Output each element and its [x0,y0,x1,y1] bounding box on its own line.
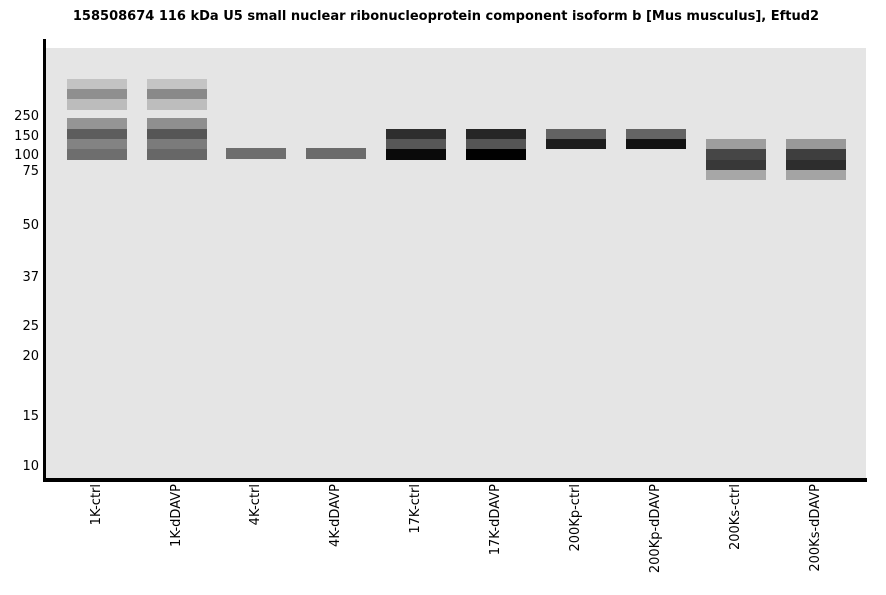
gel-band [226,148,286,160]
gel-band [466,139,526,150]
y-tick-label: 10 [22,458,39,474]
gel-band [546,139,606,150]
gel-band [786,149,846,160]
gel-band [626,139,686,150]
y-tick-label: 75 [22,163,39,179]
x-tick-label: 200Ks-ctrl [728,484,743,551]
gel-band [306,148,366,160]
gel-band [147,89,207,100]
gel-band [706,170,766,181]
gel-band [147,118,207,129]
x-tick-label: 17K-dDAVP [488,484,503,556]
y-tick-label: 150 [14,128,39,144]
gel-band [147,79,207,89]
gel-band [67,99,127,110]
y-tick-label: 250 [14,108,39,124]
x-tick-label: 1K-dDAVP [169,484,184,547]
gel-band [626,128,686,139]
y-tick-label: 50 [22,217,39,233]
y-tick-label: 15 [22,408,39,424]
y-tick-label: 20 [22,348,39,364]
gel-band [706,149,766,160]
gel-band [786,159,846,170]
x-tick-label: 4K-dDAVP [328,484,343,547]
gel-band [386,149,446,160]
y-tick-label: 100 [14,147,39,163]
gel-band [706,159,766,170]
gel-band [466,128,526,139]
x-tick-label: 1K-ctrl [89,484,104,526]
gel-band [67,118,127,129]
gel-band [67,89,127,100]
x-tick-label: 17K-ctrl [408,484,423,534]
gel-band [147,128,207,139]
gel-band [147,99,207,110]
gel-band [67,149,127,160]
gel-band [147,139,207,150]
gel-band [786,139,846,150]
x-tick-label: 200Kp-dDAVP [648,484,663,574]
x-tick-label: 4K-ctrl [248,484,263,526]
gel-band [386,128,446,139]
gel-band [67,139,127,150]
x-tick-label: 200Ks-dDAVP [808,484,823,572]
gel-band [386,139,446,150]
x-axis-line [43,478,867,482]
gel-band [706,139,766,150]
y-tick-label: 37 [22,269,39,285]
gel-band [67,79,127,89]
gel-band [67,128,127,139]
gel-band [546,128,606,139]
gel-band [786,170,846,181]
plot-area [45,48,866,478]
y-axis-line [43,39,46,482]
y-tick-label: 25 [22,318,39,334]
gel-band [466,149,526,160]
x-tick-label: 200Kp-ctrl [568,484,583,552]
gel-band [147,149,207,160]
chart-title: 158508674 116 kDa U5 small nuclear ribon… [72,9,820,24]
